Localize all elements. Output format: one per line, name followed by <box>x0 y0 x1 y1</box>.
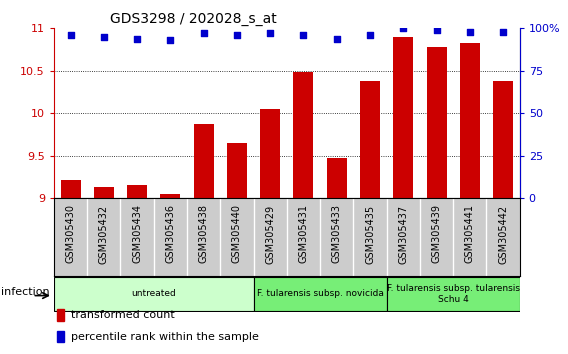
Text: F. tularensis subsp. novicida: F. tularensis subsp. novicida <box>257 289 383 298</box>
Bar <box>57 331 64 342</box>
Text: GSM305432: GSM305432 <box>99 205 109 264</box>
Bar <box>61 179 81 198</box>
Text: GSM305441: GSM305441 <box>465 205 475 263</box>
Bar <box>194 124 214 198</box>
Text: GSM305437: GSM305437 <box>398 205 408 264</box>
Point <box>499 29 508 35</box>
Point <box>266 30 275 36</box>
Point <box>66 32 75 38</box>
Point <box>332 36 341 41</box>
Text: GSM305433: GSM305433 <box>332 205 342 263</box>
Point <box>365 32 374 38</box>
Text: GSM305434: GSM305434 <box>132 205 142 263</box>
Text: GSM305431: GSM305431 <box>298 205 308 263</box>
Text: GSM305439: GSM305439 <box>432 205 441 263</box>
Bar <box>460 43 480 198</box>
FancyBboxPatch shape <box>54 277 253 311</box>
Bar <box>327 158 346 198</box>
Text: GSM305429: GSM305429 <box>265 205 275 264</box>
Bar <box>493 81 513 198</box>
Text: GSM305430: GSM305430 <box>65 205 76 263</box>
Point <box>299 32 308 38</box>
Point <box>199 30 208 36</box>
Bar <box>127 185 147 198</box>
Point <box>166 38 175 43</box>
Point <box>465 29 474 35</box>
Point <box>132 36 141 41</box>
Text: GSM305440: GSM305440 <box>232 205 242 263</box>
Bar <box>57 309 64 321</box>
Bar <box>227 143 247 198</box>
Bar <box>260 109 280 198</box>
Bar <box>393 37 414 198</box>
Text: GSM305438: GSM305438 <box>199 205 208 263</box>
Text: percentile rank within the sample: percentile rank within the sample <box>71 332 258 342</box>
Text: infection: infection <box>1 287 50 297</box>
Text: untreated: untreated <box>131 289 176 298</box>
Text: GSM305436: GSM305436 <box>165 205 176 263</box>
Text: GSM305435: GSM305435 <box>365 205 375 264</box>
Text: F. tularensis subsp. tularensis
Schu 4: F. tularensis subsp. tularensis Schu 4 <box>387 284 520 303</box>
Text: transformed count: transformed count <box>71 310 174 320</box>
Text: GSM305442: GSM305442 <box>498 205 508 264</box>
Point <box>232 32 241 38</box>
Bar <box>294 73 314 198</box>
Bar <box>94 187 114 198</box>
Point <box>99 34 108 40</box>
Text: GDS3298 / 202028_s_at: GDS3298 / 202028_s_at <box>110 12 277 26</box>
Bar <box>360 81 380 198</box>
Bar <box>160 194 181 198</box>
FancyBboxPatch shape <box>387 277 520 311</box>
Point <box>399 25 408 31</box>
Point <box>432 27 441 33</box>
FancyBboxPatch shape <box>253 277 387 311</box>
Bar <box>427 47 446 198</box>
